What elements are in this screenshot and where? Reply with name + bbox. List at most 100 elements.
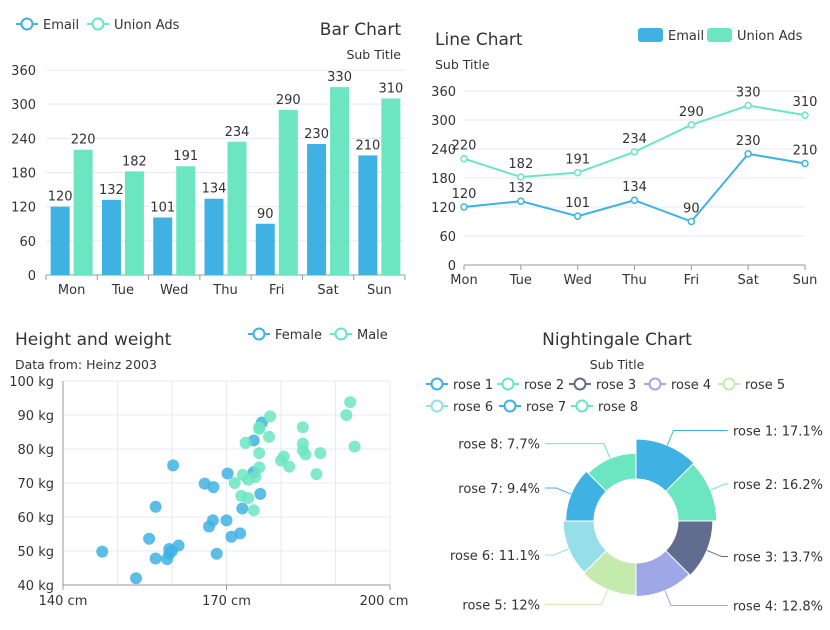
rose-label-leader bbox=[706, 549, 728, 558]
bar-chart-subtitle: Sub Title bbox=[346, 47, 401, 62]
rose-legend-label: rose 4 bbox=[671, 378, 711, 393]
line-email-legend-label: Email bbox=[668, 29, 704, 44]
bar-union-tue bbox=[124, 171, 144, 275]
scatter-female-legend-marker bbox=[252, 327, 266, 341]
bar-union-sat bbox=[330, 87, 350, 275]
bar-data-label: 182 bbox=[122, 154, 147, 169]
line-data-label: 134 bbox=[622, 180, 647, 195]
line-data-label: 191 bbox=[565, 153, 590, 168]
line-data-label: 132 bbox=[508, 181, 533, 196]
line-y-tick: 240 bbox=[431, 143, 456, 158]
line-y-tick: 300 bbox=[431, 114, 456, 129]
bar-data-label: 310 bbox=[378, 81, 403, 96]
line-data-label: 210 bbox=[793, 144, 818, 159]
scatter-y-tick: 70 kg bbox=[18, 477, 54, 492]
rose-legend-marker bbox=[575, 399, 589, 413]
bar-data-label: 134 bbox=[202, 182, 227, 197]
scatter-male-legend-marker bbox=[334, 327, 348, 341]
scatter-point-female bbox=[221, 467, 234, 480]
bar-y-tick: 240 bbox=[11, 132, 36, 147]
line-y-tick: 120 bbox=[431, 201, 456, 216]
bar-email-tue bbox=[101, 199, 121, 275]
scatter-point-male bbox=[239, 436, 252, 449]
bar-union-fri bbox=[278, 109, 298, 275]
bar-x-tick: Sun bbox=[367, 283, 392, 298]
scatter-female-legend-label: Female bbox=[275, 328, 322, 343]
scatter-x-tick: 140 cm bbox=[39, 594, 88, 609]
scatter-point-male bbox=[344, 396, 357, 409]
line-point-union bbox=[517, 173, 525, 181]
bar-union-sun bbox=[381, 98, 401, 275]
line-point-union bbox=[687, 121, 696, 129]
scatter-point-female bbox=[130, 572, 143, 585]
line-data-label: 234 bbox=[622, 132, 647, 147]
scatter-point-female bbox=[207, 481, 220, 494]
bar-union-mon bbox=[73, 149, 93, 275]
rose-legend-marker bbox=[648, 377, 662, 391]
rose-slice-label: rose 6: 11.1% bbox=[450, 549, 540, 564]
line-point-email bbox=[573, 212, 582, 220]
rose-legend-marker bbox=[503, 399, 517, 413]
line-point-email bbox=[687, 217, 696, 226]
bar-union-wed bbox=[176, 166, 196, 275]
bar-email-wed bbox=[153, 217, 173, 275]
line-point-email bbox=[517, 197, 525, 205]
scatter-point-male bbox=[310, 468, 323, 481]
line-point-email bbox=[460, 203, 468, 211]
line-data-label: 182 bbox=[508, 157, 533, 172]
rose-legend-label: rose 5 bbox=[745, 378, 785, 393]
scatter-point-male bbox=[253, 421, 266, 434]
rose-slice-1 bbox=[635, 438, 695, 493]
rose-slice-label: rose 5: 12% bbox=[462, 598, 540, 613]
scatter-male-legend-label: Male bbox=[357, 328, 388, 343]
scatter-point-female bbox=[210, 547, 223, 560]
rose-slice-label: rose 8: 7.7% bbox=[458, 438, 540, 453]
bar-x-tick: Tue bbox=[111, 283, 134, 298]
line-x-tick: Wed bbox=[563, 273, 591, 288]
bar-y-tick: 0 bbox=[28, 269, 36, 284]
rose-slice-2 bbox=[664, 463, 718, 522]
line-email-legend-swatch bbox=[638, 28, 663, 42]
bar-data-label: 210 bbox=[355, 138, 380, 153]
nightingale-chart-title: Nightingale Chart bbox=[542, 330, 692, 350]
scatter-point-female bbox=[254, 487, 267, 500]
rose-label-leader bbox=[545, 487, 572, 495]
scatter-point-male bbox=[236, 468, 249, 481]
rose-slice-label: rose 2: 16.2% bbox=[733, 478, 823, 493]
scatter-point-male bbox=[247, 504, 260, 517]
bar-data-label: 230 bbox=[304, 127, 329, 142]
bar-data-label: 234 bbox=[225, 125, 250, 140]
line-data-label: 290 bbox=[679, 105, 704, 120]
scatter-point-male bbox=[296, 444, 309, 457]
bar-data-label: 101 bbox=[150, 200, 175, 215]
rose-slice-4 bbox=[635, 549, 691, 597]
bar-data-label: 132 bbox=[99, 183, 124, 198]
scatter-chart-title: Height and weight bbox=[15, 330, 172, 350]
scatter-point-female bbox=[203, 520, 216, 533]
bar-email-legend-label: Email bbox=[43, 18, 79, 33]
line-x-tick: Tue bbox=[509, 273, 532, 288]
line-point-union bbox=[630, 148, 639, 156]
rose-legend-marker bbox=[430, 377, 444, 391]
rose-slice-label: rose 1: 17.1% bbox=[733, 424, 823, 439]
rose-legend-label: rose 1 bbox=[453, 378, 493, 393]
line-y-tick: 180 bbox=[431, 172, 456, 187]
bar-x-tick: Thu bbox=[212, 283, 237, 298]
line-x-tick: Thu bbox=[621, 273, 646, 288]
rose-label-leader bbox=[710, 483, 728, 491]
rose-slice-7 bbox=[565, 470, 608, 522]
bar-email-fri bbox=[255, 223, 275, 275]
bar-email-sat bbox=[307, 144, 327, 275]
bar-data-label: 330 bbox=[327, 70, 352, 85]
scatter-point-male bbox=[277, 450, 290, 463]
bar-x-tick: Sat bbox=[317, 283, 338, 298]
line-data-label: 330 bbox=[736, 86, 761, 101]
scatter-point-male bbox=[340, 409, 353, 421]
scatter-y-tick: 80 kg bbox=[18, 443, 54, 458]
rose-label-leader bbox=[545, 589, 609, 605]
line-x-tick: Fri bbox=[684, 273, 700, 288]
rose-slice-label: rose 7: 9.4% bbox=[458, 482, 540, 497]
rose-legend-marker bbox=[722, 377, 736, 391]
